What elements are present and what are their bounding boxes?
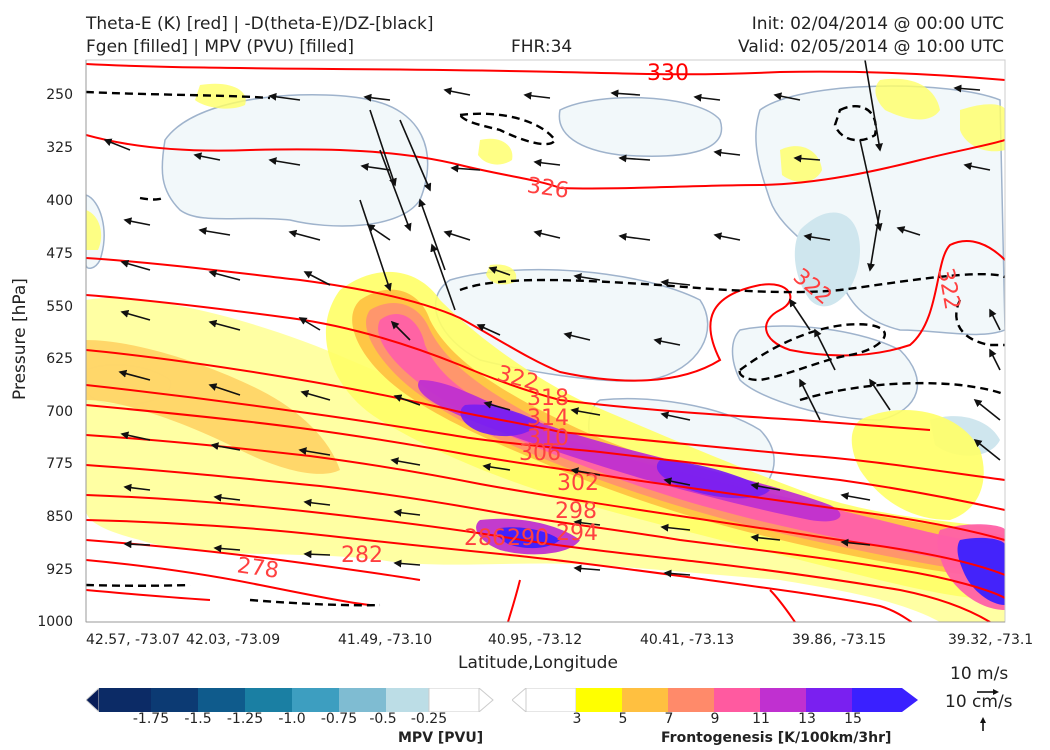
x-tick: 40.95, -73.12 [488, 632, 583, 648]
fgen-tick: 13 [798, 711, 816, 727]
fgen-tick: 15 [844, 711, 862, 727]
fgen-shading [86, 78, 1005, 622]
svg-text:294: 294 [556, 521, 598, 546]
wind-vectors [103, 60, 1001, 578]
contour-labels: 330 326 322 322 322 318 314 310 306 302 … [235, 61, 964, 584]
y-tick: 250 [46, 87, 73, 103]
svg-text:290: 290 [507, 526, 549, 551]
svg-text:282: 282 [341, 543, 383, 568]
forecast-hour: FHR:34 [511, 37, 573, 57]
y-axis-label: Pressure [hPa] [10, 278, 30, 400]
mpv-tick: -1.75 [132, 711, 170, 727]
svg-text:330: 330 [647, 61, 689, 86]
wind-legend-vertical: 10 cm/s [945, 692, 1013, 712]
y-tick: 625 [46, 351, 73, 367]
y-tick: 475 [46, 246, 73, 262]
mpv-tick: -1.0 [278, 711, 306, 727]
x-tick: 39.86, -73.15 [792, 632, 887, 648]
svg-text:302: 302 [557, 471, 599, 496]
mpv-tick: -1.5 [184, 711, 212, 727]
x-tick: 41.49, -73.10 [338, 632, 433, 648]
fgen-tick: 11 [752, 711, 770, 727]
svg-text:314: 314 [527, 406, 569, 431]
svg-text:326: 326 [525, 173, 570, 204]
y-tick: 400 [46, 193, 73, 209]
x-tick: 40.41, -73.13 [640, 632, 735, 648]
fgen-tick: 3 [572, 711, 582, 727]
init-time: Init: 02/04/2014 @ 00:00 UTC [751, 14, 1004, 34]
title-line-1: Theta-E (K) [red] | -D(theta-E)/DZ-[blac… [86, 14, 434, 34]
x-tick: 42.57, -73.07 [86, 632, 181, 648]
y-tick: 325 [46, 140, 73, 156]
y-tick: 850 [46, 509, 73, 525]
mpv-tick: -0.75 [320, 711, 358, 727]
svg-text:298: 298 [555, 499, 597, 524]
svg-text:318: 318 [527, 386, 569, 411]
mpv-tick: -0.25 [410, 711, 448, 727]
wind-legend-arrows [977, 689, 999, 731]
fgen-colorbar-title: Frontogenesis [K/100km/3hr] [661, 730, 892, 746]
y-tick: 1000 [37, 614, 73, 630]
y-tick: 775 [46, 456, 73, 472]
svg-text:286: 286 [464, 526, 506, 551]
fgen-tick: 7 [664, 711, 674, 727]
cross-section-plot: 330 326 322 322 322 318 314 310 306 302 … [85, 59, 1006, 623]
x-tick: 39.32, -73.1 [948, 632, 1034, 648]
theta-e-contours [86, 63, 1005, 622]
mpv-tick: -1.25 [226, 711, 264, 727]
x-tick: 42.03, -73.09 [186, 632, 281, 648]
svg-text:306: 306 [519, 441, 561, 466]
mpv-tick: -0.5 [369, 711, 397, 727]
y-tick: 925 [46, 562, 73, 578]
svg-text:278: 278 [235, 553, 280, 584]
fgen-tick: 5 [618, 711, 628, 727]
mpv-colorbar-title: MPV [PVU] [398, 730, 484, 746]
y-tick: 700 [46, 404, 73, 420]
valid-time: Valid: 02/05/2014 @ 10:00 UTC [738, 37, 1004, 57]
dthetadz-contours [86, 90, 1005, 607]
x-axis-label: Latitude,Longitude [458, 653, 618, 673]
svg-text:310: 310 [527, 426, 569, 451]
mpv-colorbar [86, 688, 494, 712]
fgen-tick: 9 [710, 711, 720, 727]
wind-legend-horizontal: 10 m/s [950, 664, 1009, 684]
title-line-2: Fgen [filled] | MPV (PVU) [filled] [86, 37, 355, 57]
fgen-colorbar [512, 688, 918, 712]
y-tick: 550 [46, 299, 73, 315]
